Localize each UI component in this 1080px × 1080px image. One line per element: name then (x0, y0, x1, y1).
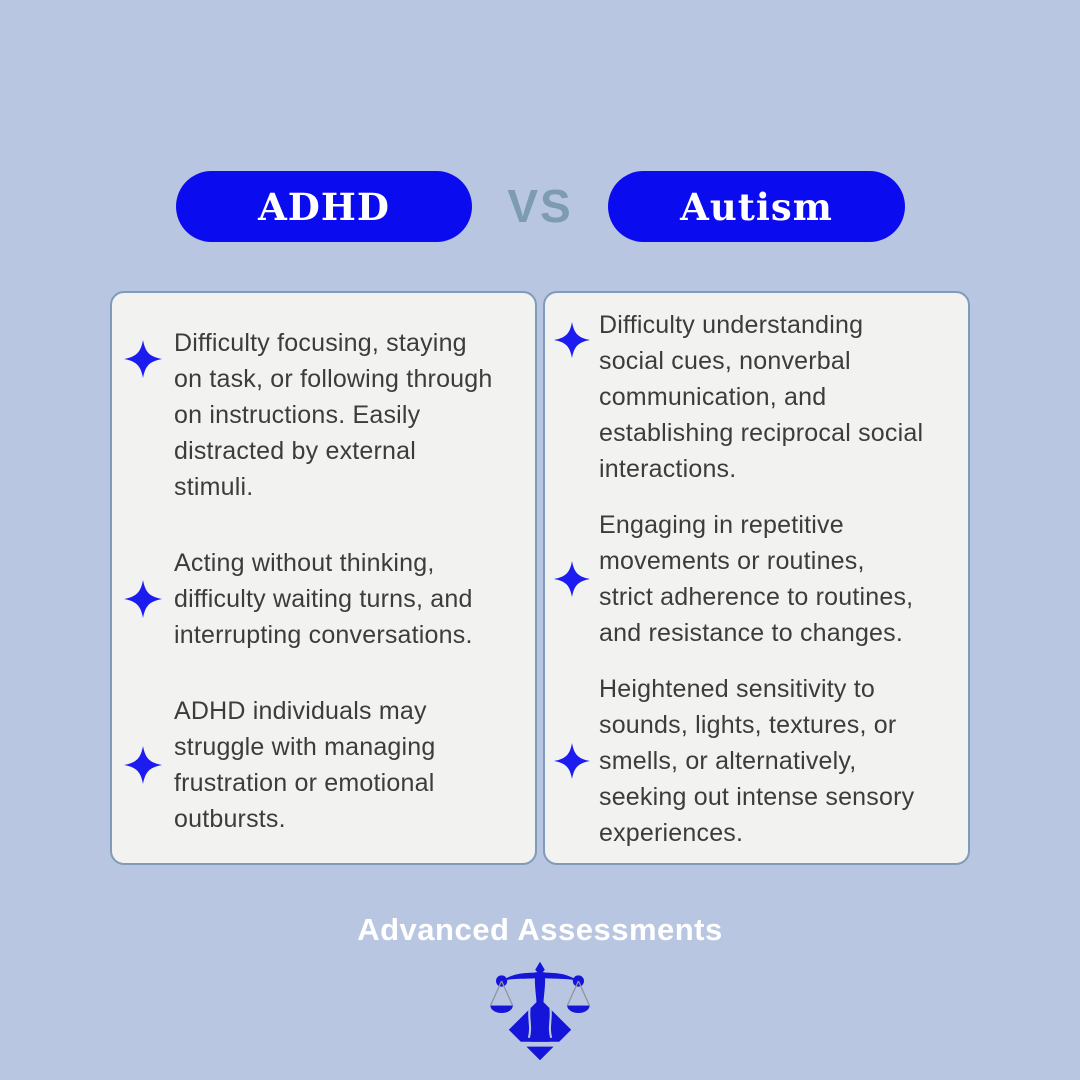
list-item: Heightened sensitivity to sounds, lights… (545, 671, 966, 851)
list-item: Difficulty focusing, staying on task, or… (112, 325, 533, 505)
adhd-card: Difficulty focusing, staying on task, or… (110, 291, 537, 865)
adhd-pill: ADHD (176, 171, 472, 242)
list-item: Difficulty understanding social cues, no… (545, 307, 966, 487)
comparison-cards: Difficulty focusing, staying on task, or… (110, 291, 970, 865)
bullet-text: Difficulty understanding social cues, no… (599, 311, 924, 483)
vs-label: VS (507, 180, 573, 232)
autism-pill-label: Autism (680, 184, 833, 229)
bullet-text: Engaging in repetitive movements or rout… (599, 511, 914, 647)
sparkle-icon (112, 741, 174, 789)
sparkle-icon (112, 335, 174, 383)
brand-name: Advanced Assessments (357, 912, 723, 947)
bullet-text: ADHD individuals may struggle with manag… (174, 697, 436, 833)
bullet-text: Heightened sensitivity to sounds, lights… (599, 675, 915, 847)
bullet-text: Difficulty focusing, staying on task, or… (174, 329, 493, 501)
autism-card: Difficulty understanding social cues, no… (543, 291, 970, 865)
sparkle-icon (545, 556, 599, 602)
list-item: Acting without thinking, difficulty wait… (112, 545, 533, 653)
adhd-pill-label: ADHD (258, 184, 390, 229)
scales-of-justice-logo (0, 960, 1080, 1066)
sparkle-icon (112, 575, 174, 623)
sparkle-icon (545, 317, 599, 363)
bullet-text: Acting without thinking, difficulty wait… (174, 549, 473, 649)
list-item: ADHD individuals may struggle with manag… (112, 693, 533, 837)
list-item: Engaging in repetitive movements or rout… (545, 507, 966, 651)
autism-pill: Autism (608, 171, 905, 242)
sparkle-icon (545, 738, 599, 784)
